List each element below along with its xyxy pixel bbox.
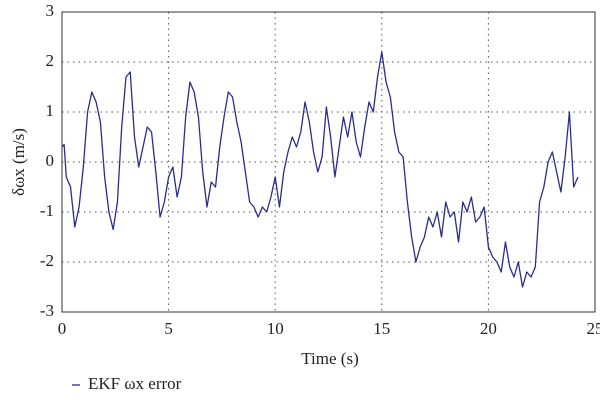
x-tick-label: 25 bbox=[587, 319, 600, 338]
x-tick-label: 10 bbox=[267, 319, 284, 338]
x-tick-label: 5 bbox=[164, 319, 173, 338]
x-tick-label: 15 bbox=[373, 319, 390, 338]
y-tick-label: -1 bbox=[40, 201, 54, 220]
x-axis-label: Time (s) bbox=[301, 349, 358, 368]
x-tick-label: 20 bbox=[480, 319, 497, 338]
plot-frame bbox=[61, 11, 596, 313]
y-tick-label: 1 bbox=[46, 101, 55, 120]
y-axis-label: δωx (m/s) bbox=[9, 128, 28, 196]
y-tick-label: -3 bbox=[40, 301, 54, 320]
x-tick-label: 0 bbox=[58, 319, 67, 338]
y-tick-label: 3 bbox=[46, 1, 55, 20]
y-tick-label: 0 bbox=[46, 151, 55, 170]
data-line bbox=[61, 51, 579, 288]
y-tick-label: 2 bbox=[46, 51, 55, 70]
legend-label: EKF ωx error bbox=[88, 374, 182, 393]
y-tick-label: -2 bbox=[40, 251, 54, 270]
